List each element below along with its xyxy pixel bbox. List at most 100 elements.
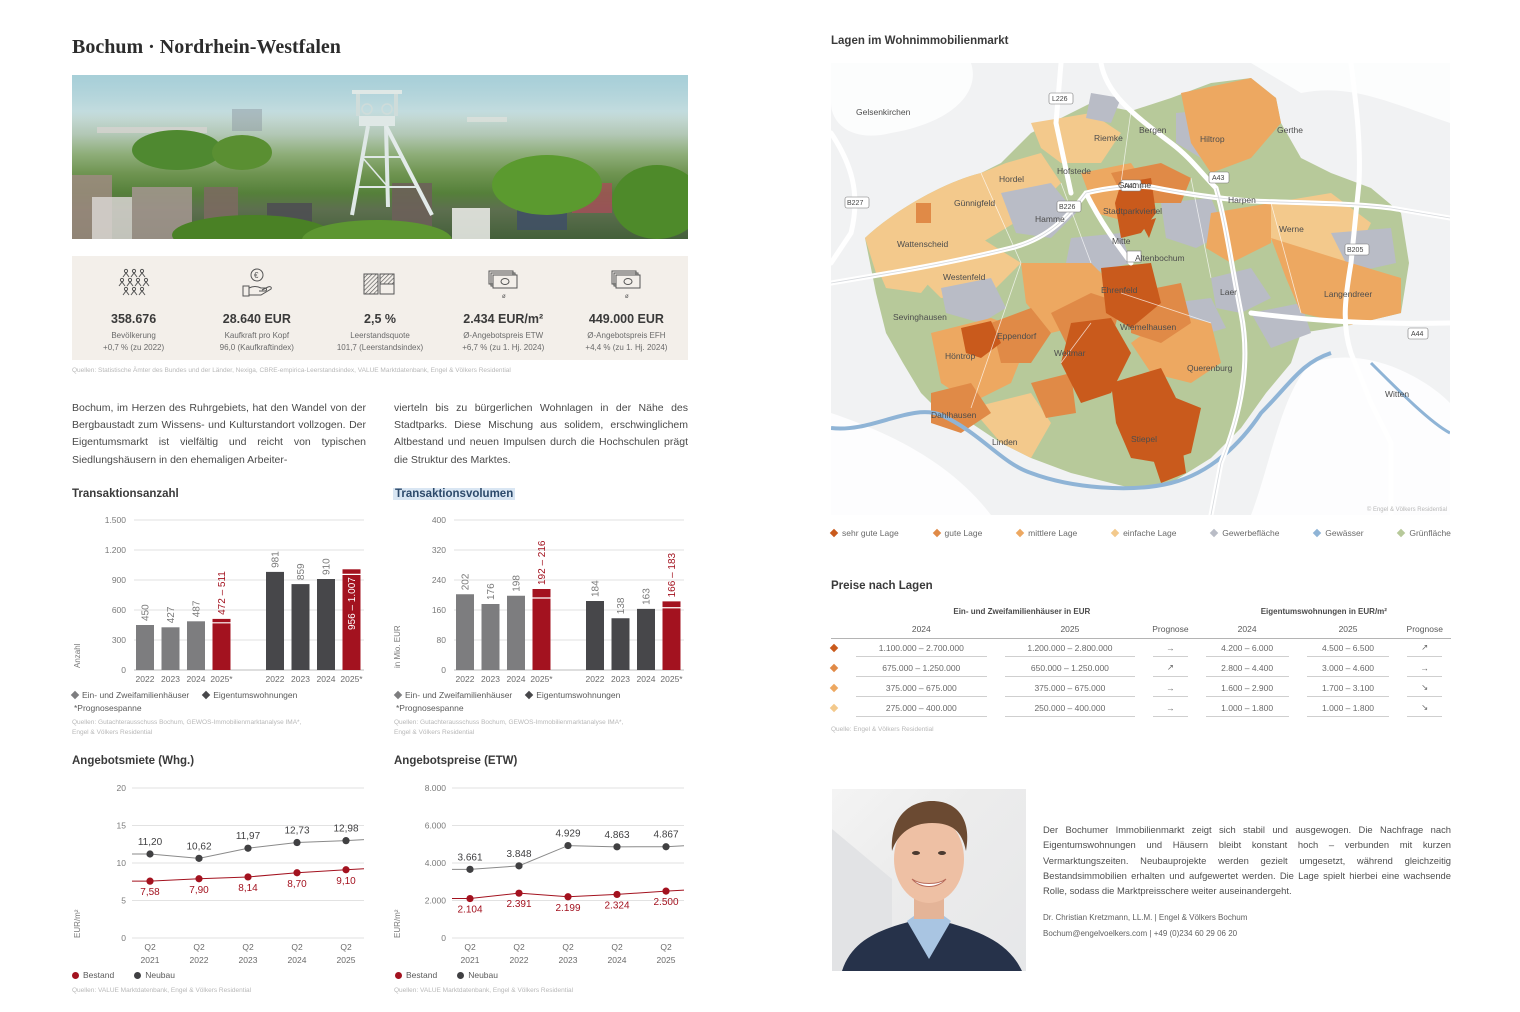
map-place-label: Linden (992, 437, 1018, 447)
legend-swatch (1015, 528, 1025, 538)
chart-legend: Ein- und Zweifamilienhäuser Eigentumswoh… (393, 690, 621, 700)
bar (637, 608, 655, 670)
line-chart-apartment-prices: 0 2.000 4.000 6.000 8.000 EUR/m² Q2 2021 Q2 2022 Q… (392, 778, 692, 973)
intro-text-col2: vierteln bis zu bürgerlichen Wohnlagen i… (394, 402, 688, 466)
map-place-label: Querenburg (1187, 363, 1233, 373)
group-header-etw: Eigentumswohnungen in EUR/m² (1260, 606, 1387, 616)
y-tick-label: 8.000 (425, 783, 447, 793)
x-tick-label: Q2 (242, 942, 254, 952)
bar (266, 571, 284, 670)
map-legend-item: mittlere Lage (1015, 528, 1077, 538)
data-label: 2.324 (604, 900, 629, 911)
headframe-tower (350, 90, 434, 216)
svg-text:ø: ø (625, 294, 629, 300)
data-label: 4.867 (653, 830, 678, 841)
y-tick-label: 4.000 (425, 858, 447, 868)
data-point (564, 841, 572, 850)
x-tick-label: 2024 (637, 674, 656, 684)
y-axis-label: in Mio. EUR (393, 625, 402, 668)
x-tick-label: Q2 (513, 942, 525, 952)
table-row: 675.000 – 1.250.000 650.000 – 1.250.000 ↗ 2… (829, 658, 1451, 678)
price-source: Quelle: Engel & Völkers Residential (831, 726, 934, 733)
table-cell: → (1144, 638, 1196, 658)
data-label: 8,70 (287, 879, 307, 890)
chart-title-rent: Angebotsmiete (Whg.) (72, 755, 195, 767)
bar-chart-transaction-volume: 0 80 160 240 320 400 in Mio. EUR 202 2022 176 2023… (392, 510, 692, 695)
data-point (564, 893, 572, 901)
banknotes-icon: ø (609, 266, 643, 302)
legend-swatch (1110, 528, 1120, 538)
table-row: 275.000 – 400.000 250.000 – 400.000 → 1.000… (829, 698, 1451, 718)
data-point (195, 875, 203, 883)
road-label: B227 (847, 200, 863, 207)
kpi-avg-price-etw: ø 2.434 EUR/m² Ø-Angebotspreis ETW +6,7 %… (442, 256, 565, 360)
legend-marker-neubau (134, 971, 142, 979)
map-place-label: Sevinghausen (893, 312, 947, 322)
kpi-label: Bevölkerung +0,7 % (zu 2022) (103, 331, 165, 352)
x-tick-label: Q2 (464, 942, 476, 952)
bar (342, 569, 361, 670)
bar (481, 604, 500, 670)
x-tick-label: 2021 (461, 955, 480, 965)
population-icon (117, 266, 151, 302)
map-place-label: Hamme (1035, 214, 1065, 224)
prices-title: Preise nach Lagen (831, 580, 933, 592)
map-place-label: Gerthe (1277, 125, 1303, 135)
map-legend-item: Grünfläche (1397, 528, 1451, 538)
table-cell: 250.000 – 400.000 (996, 698, 1145, 718)
table-cell: 650.000 – 1.250.000 (996, 658, 1145, 678)
bar (662, 601, 681, 670)
table-cell: 275.000 – 400.000 (847, 698, 996, 718)
map-copyright: © Engel & Völkers Residential (1367, 506, 1447, 513)
data-point (244, 844, 252, 852)
bar-value-label: 192 – 216 (537, 540, 548, 585)
col-header: 2024 (847, 620, 996, 639)
x-tick-label: 2024 (608, 955, 627, 965)
bar-value-label: 472 – 511 (217, 571, 228, 615)
y-tick-label: 0 (121, 933, 126, 943)
y-tick-label: 0 (441, 665, 446, 675)
kpi-vacancy: 2,5 % Leerstandsquote 101,7 (Leerstandsin… (318, 256, 441, 360)
data-label: 8,14 (238, 883, 258, 894)
legend-label-etw: Eigentumswohnungen (536, 690, 621, 700)
x-tick-label: 2023 (481, 674, 500, 684)
x-tick-label: 2023 (559, 955, 578, 965)
data-label: 11,20 (138, 837, 163, 848)
map-place-label: Hofstede (1057, 166, 1091, 176)
y-tick-label: 900 (112, 575, 126, 585)
bar-value-label: 202 (461, 573, 472, 590)
page-title: Bochum · Nordrhein-Westfalen (72, 36, 341, 58)
purchasing-power-icon: € (240, 266, 274, 302)
map-place-label: Bergen (1139, 125, 1167, 135)
data-label: 9,10 (336, 876, 356, 887)
data-point (342, 866, 350, 874)
group-header-efh: Ein- und Zweifamilienhäuser in EUR (953, 606, 1091, 616)
map-legend: sehr gute Lage gute Lage mittlere Lage e… (829, 528, 1451, 538)
kpi-value: 358.676 (111, 312, 157, 326)
legend-swatch (1397, 528, 1406, 538)
kpi-avg-price-efh: ø 449.000 EUR Ø-Angebotspreis EFH +4,4 % … (565, 256, 688, 360)
data-label: 3.848 (506, 849, 531, 860)
y-tick-label: 320 (432, 545, 446, 555)
legend-label-etw: Eigentumswohnungen (213, 690, 298, 700)
legend-marker-efh (393, 690, 403, 700)
map-place-label: Riemke (1094, 133, 1123, 143)
chart-legend: Bestand Neubau (395, 970, 498, 980)
bar-value-label: 198 (512, 575, 523, 592)
bar (291, 584, 310, 670)
svg-text:ø: ø (502, 294, 506, 300)
y-tick-label: 10 (117, 858, 127, 868)
bar (507, 595, 525, 670)
agent-contact[interactable]: Bochum@engelvoelkers.com | +49 (0)234 60… (1043, 928, 1238, 938)
line-chart-rent: 0 5 10 15 20 EUR/m² Q2 2021 Q2 2022 Q2 2023 Q2 2024 Q2… (72, 778, 372, 973)
data-label: 7,58 (140, 887, 160, 898)
kpi-label: Leerstandsquote 101,7 (Leerstandsindex) (336, 331, 424, 352)
location-marker (829, 683, 839, 693)
data-label: 2.104 (457, 905, 482, 916)
legend-marker-efh (70, 690, 80, 700)
bar (317, 579, 335, 670)
data-point (466, 865, 474, 873)
vacancy-icon (363, 266, 397, 302)
x-tick-label: 2025* (530, 674, 553, 684)
y-tick-label: 0 (441, 933, 446, 943)
